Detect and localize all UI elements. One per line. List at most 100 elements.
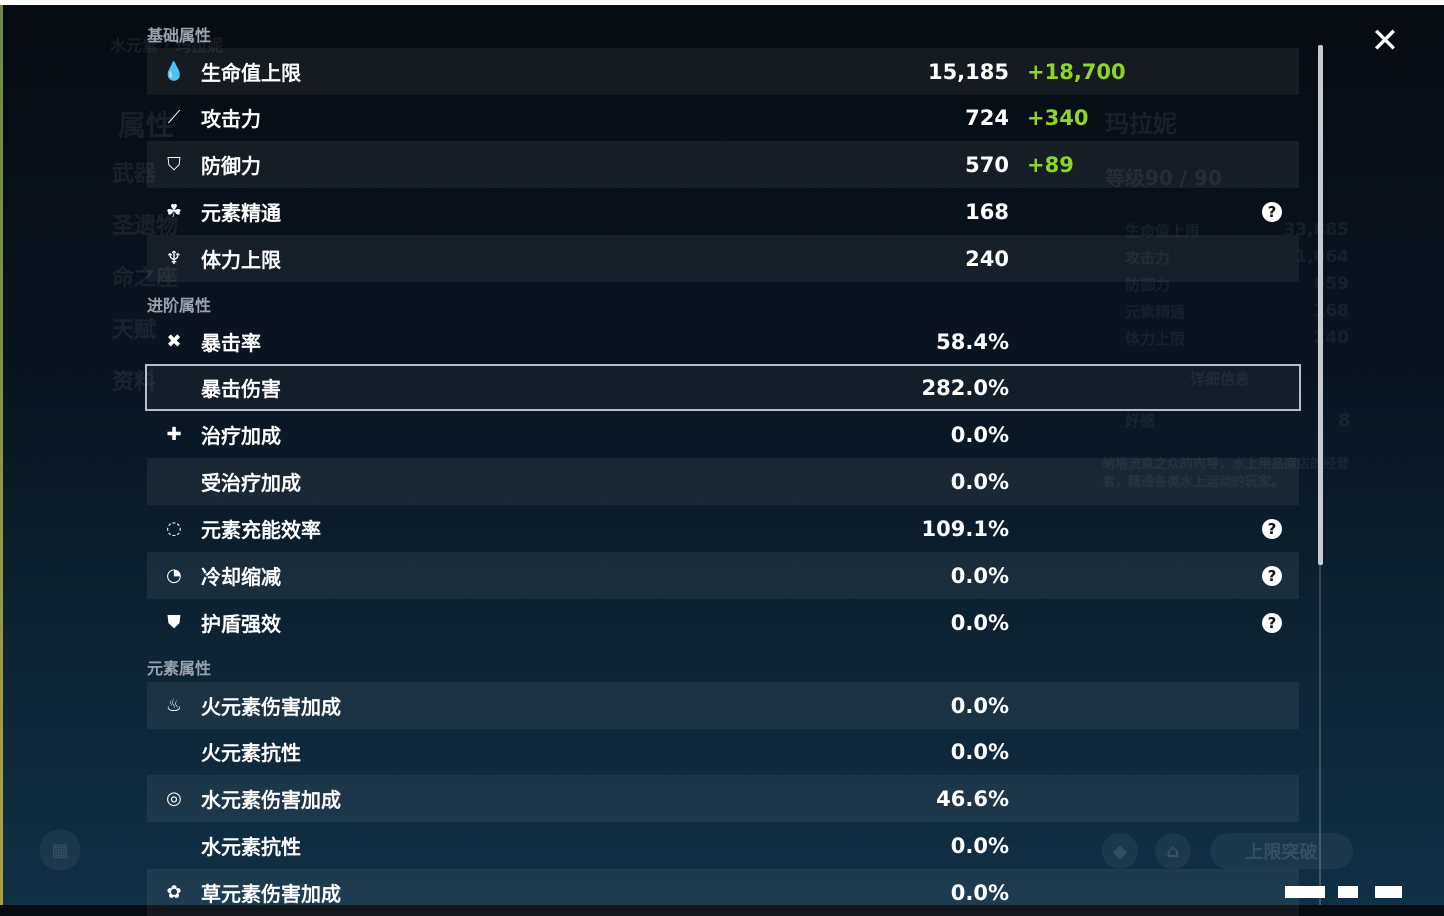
stat-value: 0.0% (950, 833, 1009, 858)
bg-grid-button: ▦ (40, 830, 80, 870)
bg-friendship-label: 好感 (1125, 412, 1156, 430)
healing-cross-icon: ✚ (166, 424, 182, 445)
stat-value: 0.0% (950, 563, 1009, 588)
stat-label: 火元素抗性 (201, 741, 301, 765)
bg-level: 等级90 / 90 (1105, 166, 1222, 190)
bg-stat-label: 体力上限 (1125, 330, 1186, 348)
stat-label: 防御力 (201, 154, 261, 178)
stat-value: 724 (965, 105, 1009, 130)
stat-row[interactable]: 💧 生命值上限 15,185 +18,700 (147, 48, 1299, 95)
section-title: 元素属性 (147, 659, 212, 678)
stat-label: 体力上限 (201, 248, 281, 272)
stat-label: 草元素伤害加成 (201, 882, 341, 906)
stat-label: 水元素伤害加成 (201, 788, 341, 812)
stat-row[interactable]: ♆ 体力上限 240 (147, 235, 1299, 282)
stat-value: 168 (965, 199, 1009, 224)
hp-drop-icon: 💧 (162, 61, 186, 82)
bg-menu-item: 圣遗物 (112, 214, 179, 239)
help-icon[interactable]: ? (1262, 565, 1282, 586)
stat-row[interactable]: ◎ 水元素伤害加成 46.6% (147, 775, 1299, 822)
stat-label: 生命值上限 (201, 61, 301, 85)
scrollbar-thumb[interactable] (1318, 45, 1323, 565)
bg-menu-item: 资料 (112, 370, 157, 395)
stat-row[interactable]: ♨ 火元素伤害加成 0.0% (147, 682, 1299, 729)
bg-outfit-button: ◆ (1102, 833, 1138, 869)
stat-bonus: +18,700 (1027, 59, 1126, 84)
bg-menu-item: 天赋 (112, 318, 157, 343)
cooldown-icon: ◔ (166, 565, 182, 586)
close-icon: ✕ (1370, 21, 1400, 61)
stat-row[interactable]: ◔ 冷却缩减 0.0%? (147, 552, 1299, 599)
stat-bonus: +340 (1027, 105, 1089, 130)
stat-row[interactable]: 水元素抗性 0.0% (147, 822, 1299, 869)
bg-description: 纳塔流泉之众的向导，水上用品商店的经营者，精通各类水上运动的玩家。 (1102, 457, 1350, 490)
stat-row[interactable]: 受治疗加成 0.0% (147, 458, 1299, 505)
sword-icon: ⟋ (167, 107, 181, 128)
scrollbar-track[interactable] (1319, 565, 1321, 905)
stat-value: 0.0% (950, 739, 1009, 764)
energy-recharge-icon: ◌ (166, 518, 182, 539)
bg-stat-label: 生命值上限 (1125, 222, 1201, 240)
stat-row[interactable]: ⟋ 攻击力 724 +340 (147, 94, 1299, 141)
stat-label: 受治疗加成 (201, 471, 301, 495)
stat-row[interactable]: 暴击伤害 282.0% (145, 364, 1301, 411)
crit-rate-icon: ✖ (166, 331, 182, 352)
watermark-block (1375, 886, 1402, 898)
stat-bonus: +89 (1027, 152, 1074, 177)
section-title: 基础属性 (147, 26, 212, 45)
bg-friendship-value: 8 (1338, 410, 1351, 431)
bg-stat-label: 攻击力 (1125, 249, 1171, 267)
stat-value: 0.0% (950, 880, 1009, 905)
stat-row[interactable]: 火元素抗性 0.0% (147, 728, 1299, 775)
bg-details-button: 详细信息 (1190, 370, 1251, 388)
help-icon[interactable]: ? (1262, 612, 1282, 633)
section-title: 进阶属性 (147, 296, 212, 315)
window-left-edge (0, 5, 3, 905)
shield-strength-icon: ⛊ (167, 612, 181, 633)
stat-label: 攻击力 (201, 107, 261, 131)
bg-ascend-button: 上限突破 (1210, 833, 1353, 869)
pyro-icon: ♨ (165, 695, 183, 716)
stat-label: 冷却缩减 (201, 565, 281, 589)
bg-wardrobe-button: ⌂ (1155, 833, 1191, 869)
bg-character-element: 水元素 · 玛拉妮 (110, 36, 224, 55)
stat-value: 0.0% (950, 422, 1009, 447)
stat-label: 元素充能效率 (201, 518, 321, 542)
bg-stat-label: 元素精通 (1125, 303, 1186, 321)
stat-value: 109.1% (921, 516, 1009, 541)
stat-row[interactable]: ✖ 暴击率 58.4% (147, 318, 1299, 365)
dendro-icon: ✿ (166, 882, 182, 903)
watermark-block (1285, 886, 1325, 898)
stat-row[interactable]: ☘ 元素精通 168? (147, 188, 1299, 235)
stat-row[interactable]: ✿ 草元素伤害加成 0.0% (147, 869, 1299, 916)
bg-menu-item: 武器 (112, 162, 157, 187)
stat-value: 0.0% (950, 610, 1009, 635)
stat-value: 282.0% (921, 375, 1009, 400)
stat-row[interactable]: ◌ 元素充能效率 109.1%? (147, 505, 1299, 552)
stat-value: 46.6% (936, 786, 1009, 811)
stat-value: 240 (965, 246, 1009, 271)
bg-menu-item: 命之座 (112, 266, 179, 291)
stat-value: 58.4% (936, 329, 1009, 354)
hydro-icon: ◎ (166, 788, 182, 809)
stamina-icon: ♆ (165, 248, 183, 269)
stat-row[interactable]: ⛉ 防御力 570 +89 (147, 141, 1299, 188)
stat-label: 火元素伤害加成 (201, 695, 341, 719)
stat-label: 元素精通 (201, 201, 281, 225)
window-top-bar (0, 0, 1444, 5)
elemental-mastery-icon: ☘ (165, 201, 183, 222)
stat-row[interactable]: ⛊ 护盾强效 0.0%? (147, 599, 1299, 646)
watermark-block (1338, 886, 1358, 898)
help-icon[interactable]: ? (1262, 518, 1282, 539)
stat-value: 0.0% (950, 693, 1009, 718)
stat-label: 治疗加成 (201, 424, 281, 448)
stat-label: 暴击伤害 (201, 377, 281, 401)
stat-label: 护盾强效 (201, 612, 281, 636)
stat-value: 15,185 (927, 59, 1009, 84)
bg-stat-value: 33,885 (1283, 220, 1349, 240)
stat-row[interactable]: ✚ 治疗加成 0.0% (147, 411, 1299, 458)
stat-value: 0.0% (950, 469, 1009, 494)
close-button[interactable]: ✕ (1368, 24, 1402, 58)
bg-stat-label: 防御力 (1125, 276, 1171, 294)
help-icon[interactable]: ? (1262, 201, 1282, 222)
